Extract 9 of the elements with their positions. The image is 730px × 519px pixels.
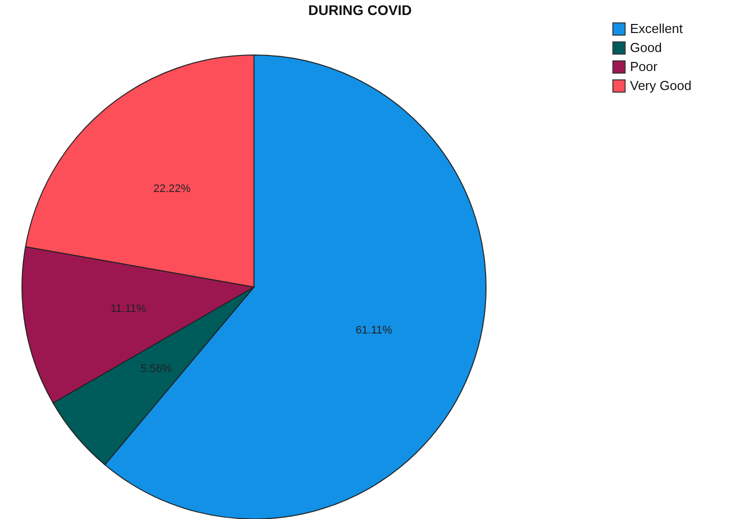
chart-title: DURING COVID <box>308 2 412 18</box>
legend-label: Very Good <box>630 78 692 93</box>
legend-label: Good <box>630 40 662 55</box>
data-label: 22.22% <box>153 183 191 196</box>
data-label: 5.56% <box>140 363 172 376</box>
data-label: 61.11% <box>356 324 392 337</box>
data-label: 11.11% <box>110 303 146 316</box>
legend-label: Poor <box>630 59 658 74</box>
legend-label: Excellent <box>630 21 684 36</box>
